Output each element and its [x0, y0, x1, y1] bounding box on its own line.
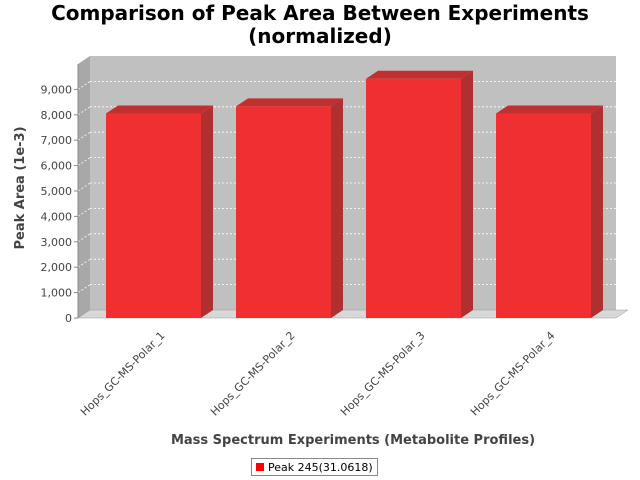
x-axis-label: Mass Spectrum Experiments (Metabolite Pr… [171, 433, 535, 448]
bar-top [106, 105, 213, 114]
legend-swatch [256, 463, 264, 471]
y-tick-label: 2,000 [41, 261, 73, 274]
bar-top [366, 70, 473, 79]
y-tick-label: 4,000 [41, 210, 73, 223]
x-axis: Hops_GC-MS-Polar_1 Hops_GC-MS-Polar_2 Hops… [78, 329, 558, 419]
bar [236, 106, 331, 318]
bar-side [461, 70, 473, 319]
y-axis: 0 1,000 2,000 3,000 4,000 5,000 6,000 7,000 8,00… [41, 64, 79, 325]
grid-line-diagonal [77, 131, 91, 141]
grid-line-diagonal [77, 182, 91, 192]
x-tick-label: Hops_GC-MS-Polar_4 [468, 329, 558, 419]
grid-line-diagonal [77, 157, 91, 166]
bars [106, 70, 603, 319]
y-tick-label: 9,000 [41, 83, 73, 96]
y-tick-label: 8,000 [41, 109, 73, 122]
y-tick-label: 5,000 [41, 185, 73, 198]
bar-top [496, 105, 603, 114]
bar [106, 113, 201, 318]
bar [496, 113, 591, 318]
chart-title: Comparison of Peak Area Between Experime… [0, 2, 640, 48]
legend: Peak 245(31.0618) [251, 458, 378, 476]
x-tick-label: Hops_GC-MS-Polar_3 [338, 329, 428, 419]
bar-side [201, 105, 213, 318]
grid-line-diagonal [77, 284, 91, 293]
grid-line-diagonal [77, 233, 91, 243]
chart-title-line-1: Comparison of Peak Area Between Experime… [51, 1, 589, 25]
bar [366, 78, 461, 319]
y-tick-label: 6,000 [41, 160, 73, 173]
y-axis-label: Peak Area (1e-3) [13, 126, 28, 249]
grid-line-diagonal [77, 208, 91, 217]
legend-label: Peak 245(31.0618) [268, 460, 373, 474]
grid-line-diagonal [77, 81, 91, 90]
grid-lines [77, 81, 616, 293]
x-tick-label: Hops_GC-MS-Polar_1 [78, 329, 168, 419]
y-tick-label: 3,000 [41, 236, 73, 249]
y-tick-label: 1,000 [41, 287, 73, 300]
bar-top [236, 98, 343, 107]
grid-line-diagonal [77, 106, 91, 116]
grid-line-diagonal [77, 258, 91, 268]
y-tick-label: 0 [65, 312, 72, 325]
x-tick-label: Hops_GC-MS-Polar_2 [208, 329, 298, 419]
plot-left-wall [78, 56, 90, 318]
chart-title-line-2: (normalized) [248, 24, 392, 48]
bar-side [331, 98, 343, 318]
bar-side [591, 105, 603, 318]
y-tick-label: 7,000 [41, 134, 73, 147]
